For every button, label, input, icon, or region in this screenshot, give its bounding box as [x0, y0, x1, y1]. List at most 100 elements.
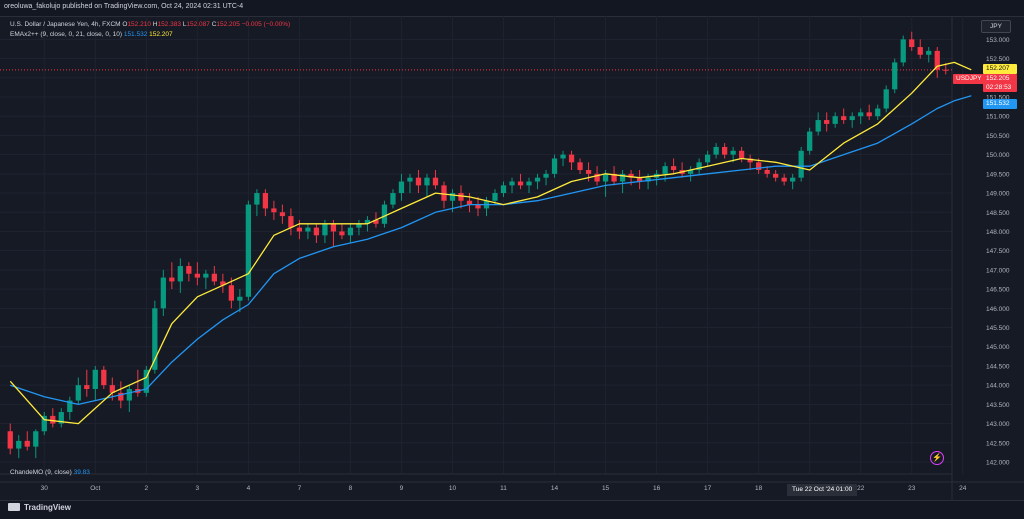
candle-down	[194, 273, 200, 278]
candle-up	[347, 227, 354, 236]
candle-up	[449, 193, 456, 201]
candle-up	[926, 50, 932, 55]
x-tick-label: 14	[551, 485, 559, 492]
candle-up	[58, 412, 64, 424]
candle-down	[636, 177, 643, 182]
candle-up	[126, 389, 132, 401]
legend-ema-fast-value: 152.207	[149, 31, 173, 38]
candle-down	[373, 219, 379, 224]
y-tick-label: 149.000	[986, 191, 1010, 198]
candle-down	[50, 415, 56, 424]
chart-area[interactable]: 153.000152.500152.000151.500151.000150.5…	[0, 16, 1024, 500]
legend-low-label: L	[182, 21, 187, 28]
top-bar: oreoluwa_fakolujo published on TradingVi…	[0, 0, 1024, 17]
y-tick-label: 150.500	[986, 133, 1010, 140]
candle-up	[203, 273, 209, 278]
x-tick-label: 22	[857, 485, 865, 492]
candle-up	[602, 173, 609, 182]
indicator-value: 39.83	[73, 469, 90, 476]
x-tick-label: 18	[755, 485, 763, 492]
last-price-value: 152.205	[986, 75, 1010, 82]
candle-down	[517, 181, 524, 186]
candle-down	[24, 440, 30, 447]
indicator-label[interactable]: ChandeMO (9, close) 39.83	[10, 469, 90, 476]
x-tick-label: 3	[196, 485, 200, 492]
y-tick-label: 148.000	[986, 229, 1010, 236]
x-tick-label: 17	[704, 485, 712, 492]
x-tick-label: 9	[400, 485, 404, 492]
candle-down	[186, 266, 192, 274]
countdown-value: 02:28:53	[986, 84, 1012, 91]
candle-down	[84, 385, 90, 389]
candle-down	[432, 177, 439, 186]
x-tick-label: 8	[349, 485, 353, 492]
legend-high-label: H	[152, 21, 158, 28]
legend-high: 152.383	[157, 21, 181, 28]
candle-down	[747, 158, 753, 163]
y-tick-label: 145.000	[986, 344, 1010, 351]
candle-down	[296, 227, 303, 232]
candle-down	[211, 273, 217, 282]
candle-up	[551, 158, 558, 174]
legend-open: 152.210	[127, 21, 151, 28]
y-tick-label: 143.000	[986, 421, 1010, 428]
candle-up	[16, 440, 22, 449]
y-tick-label: 152.500	[986, 56, 1010, 63]
candle-down	[943, 69, 949, 71]
candle-down	[866, 112, 872, 117]
candle-up	[790, 177, 796, 182]
candle-down	[101, 369, 107, 386]
ema-fast-line	[9, 61, 972, 425]
candle-up	[619, 173, 626, 182]
candle-up	[424, 177, 430, 186]
candle-up	[177, 266, 183, 282]
legend-close: 152.205	[216, 21, 240, 28]
candle-up	[143, 369, 149, 393]
currency-button[interactable]: JPY	[981, 20, 1011, 33]
candle-up	[33, 431, 39, 447]
y-tick-label: 142.500	[986, 440, 1010, 447]
legend-ema-label[interactable]: EMAx2++ (9, close, 0, 21, close, 0, 10)	[10, 31, 123, 38]
candle-down	[577, 162, 583, 170]
candle-down	[773, 173, 779, 178]
ema-slow-line	[10, 95, 972, 406]
x-tick-label: 30	[41, 485, 49, 492]
tradingview-logo[interactable]: TradingView	[8, 503, 71, 512]
y-tick-label: 150.000	[986, 152, 1010, 159]
candle-up	[152, 308, 158, 370]
candle-up	[858, 112, 864, 117]
legend-low: 152.087	[186, 21, 210, 28]
y-tick-label: 149.500	[986, 171, 1010, 178]
candle-down	[330, 223, 337, 232]
candle-down	[288, 216, 294, 228]
y-tick-label: 147.500	[986, 248, 1010, 255]
lightning-icon[interactable]: ⚡	[930, 451, 944, 465]
legend-change: −0.005 (−0.00%)	[241, 21, 291, 28]
candle-down	[841, 116, 847, 121]
legend-close-label: C	[211, 21, 217, 28]
footer	[0, 500, 1024, 519]
y-tick-label: 151.000	[986, 114, 1010, 121]
y-tick-label: 146.000	[986, 306, 1010, 313]
candle-up	[92, 369, 98, 389]
candle-up	[254, 193, 260, 205]
candle-down	[458, 193, 464, 201]
x-tick-label: 15	[602, 485, 610, 492]
candle-up	[900, 39, 906, 63]
y-tick-label: 144.000	[986, 383, 1010, 390]
candle-down	[339, 231, 345, 236]
y-tick-label: 143.500	[986, 402, 1010, 409]
x-tick-label: 7	[298, 485, 302, 492]
candle-up	[892, 62, 898, 90]
candle-down	[909, 39, 915, 48]
legend-symbol[interactable]: U.S. Dollar / Japanese Yen, 4h, FXCM	[10, 21, 121, 28]
candle-down	[568, 154, 575, 163]
candle-up	[356, 223, 362, 228]
candle-up	[687, 170, 694, 174]
tradingview-brand: TradingView	[24, 503, 71, 512]
candle-up	[534, 177, 541, 182]
y-tick-label: 145.500	[986, 325, 1010, 332]
candle-up	[381, 204, 388, 224]
candle-up	[41, 415, 47, 432]
candle-up	[713, 146, 719, 155]
